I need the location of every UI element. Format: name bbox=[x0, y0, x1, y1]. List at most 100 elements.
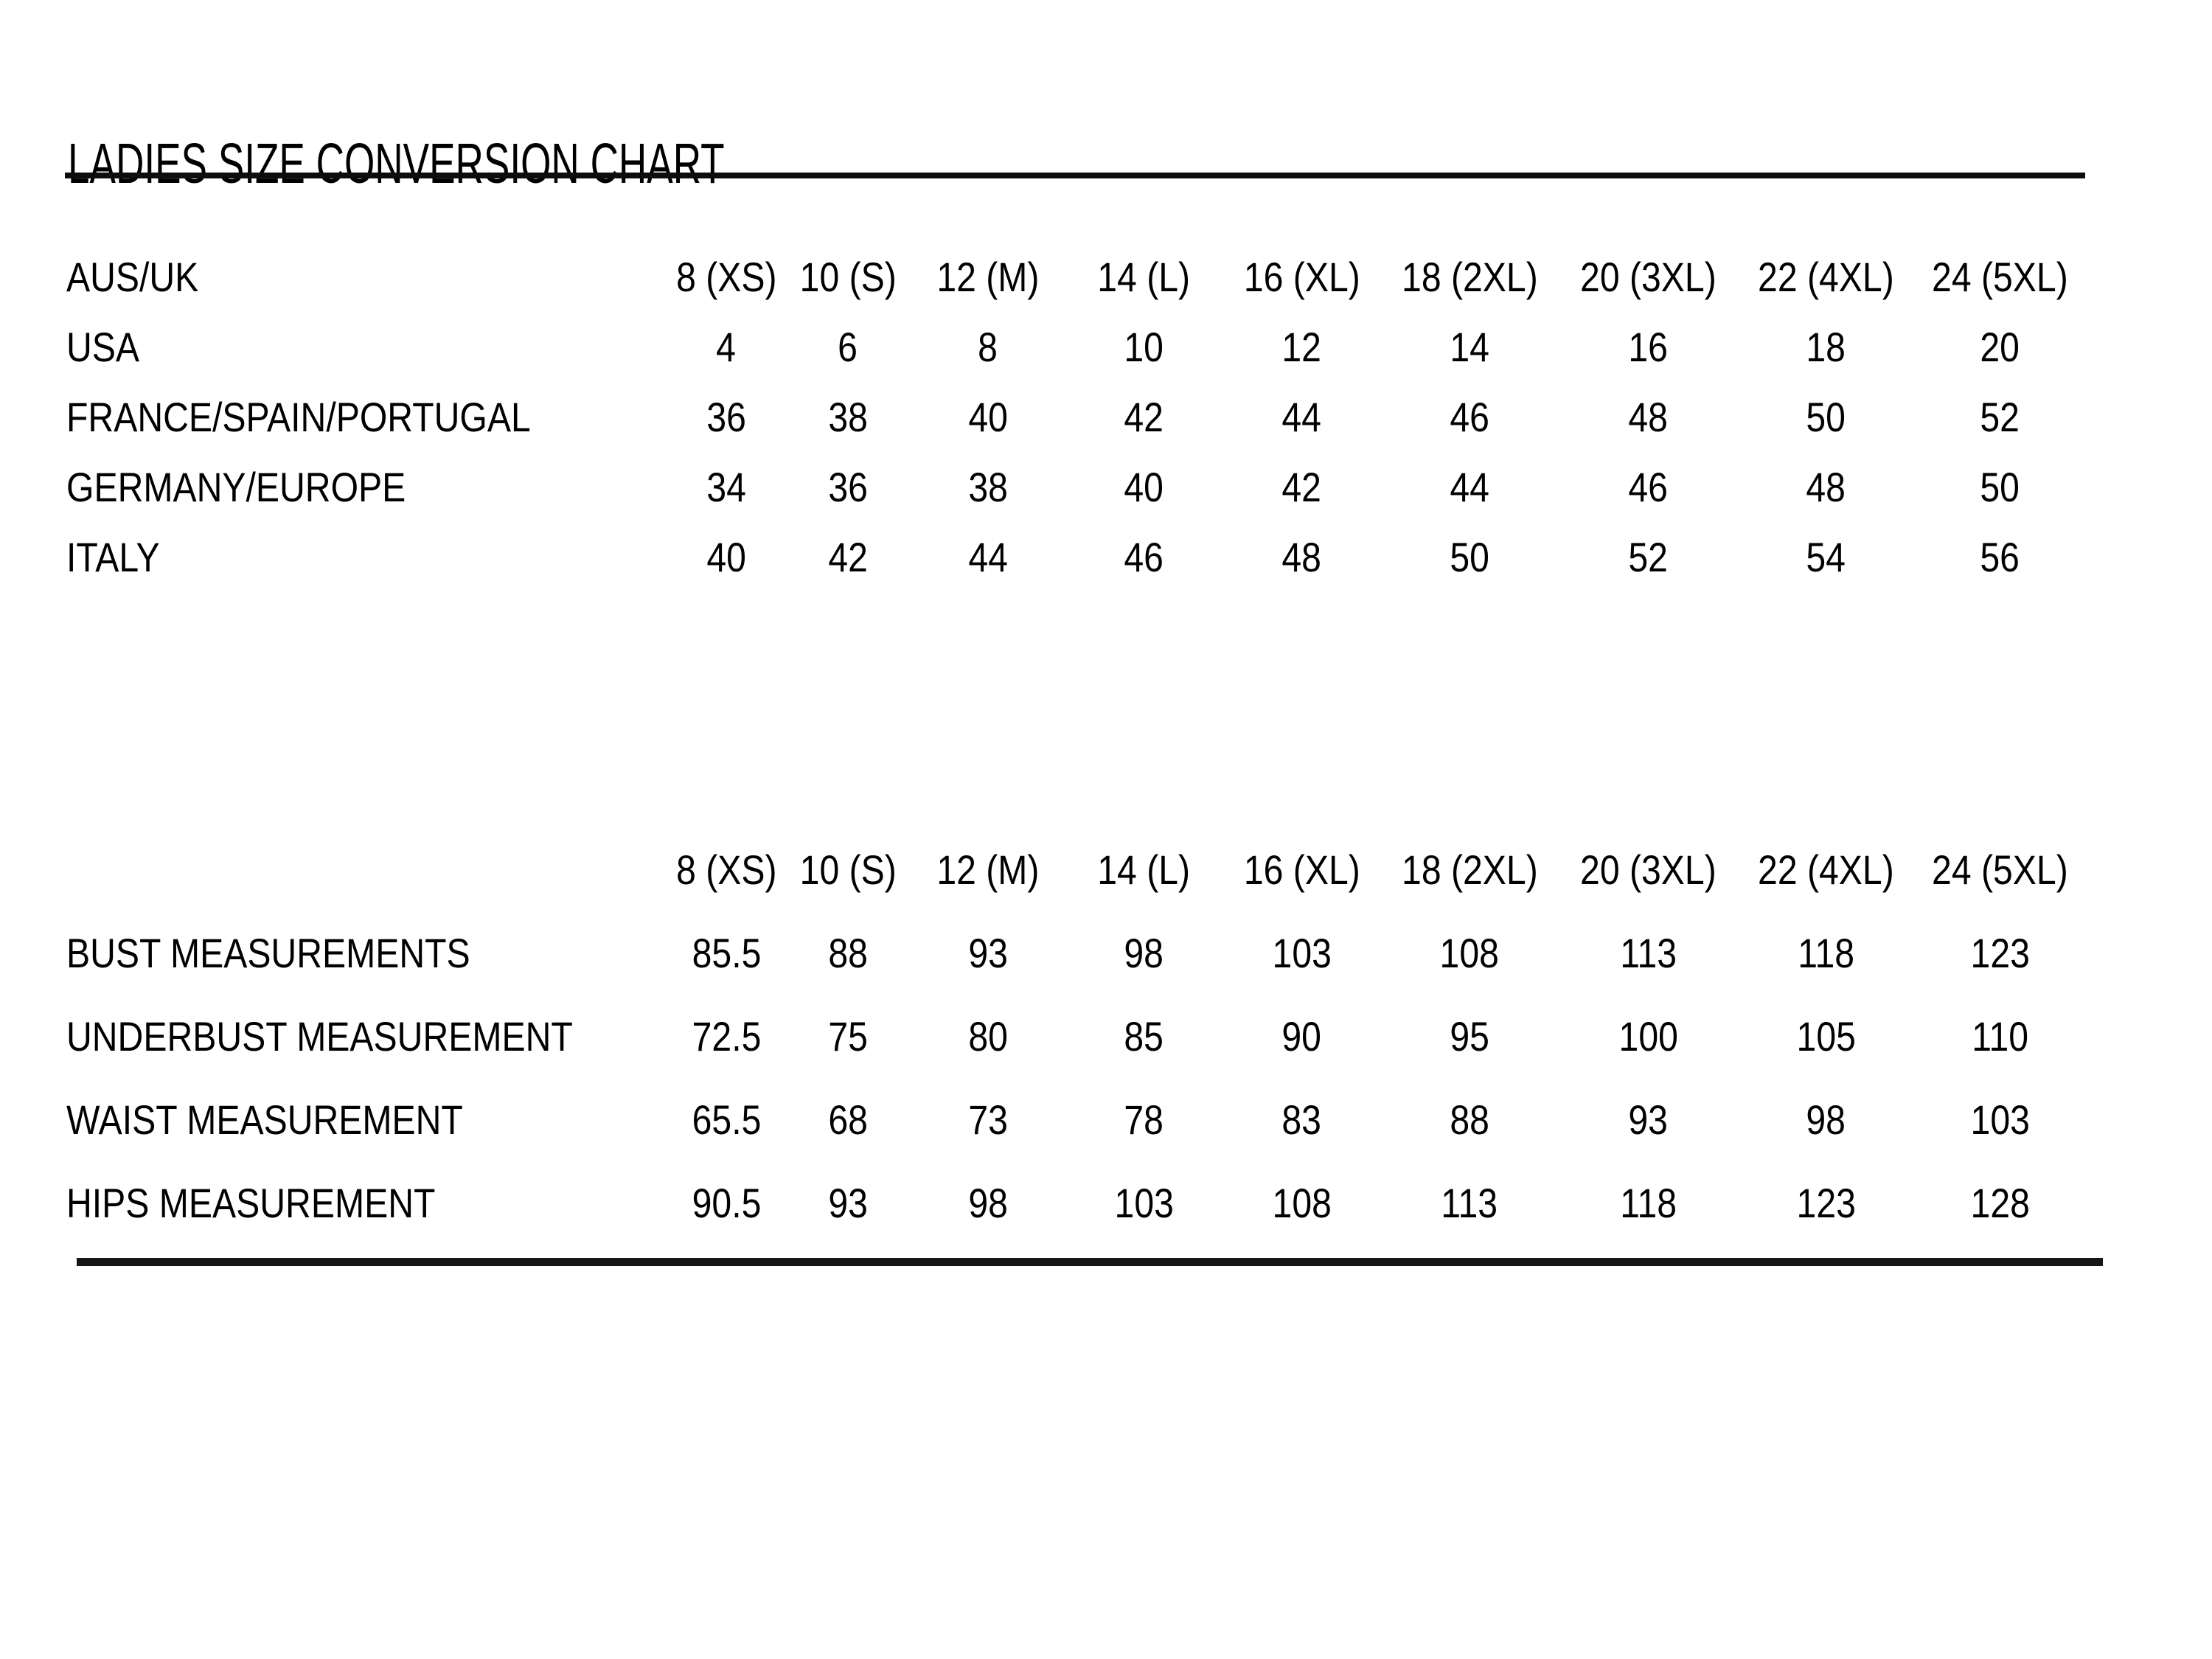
row-label-cell: GERMANY/EUROPE bbox=[66, 452, 667, 522]
size-value-cell: 14 (L) bbox=[1065, 242, 1222, 312]
size-header-cell: 18 (2XL) bbox=[1381, 828, 1558, 911]
size-value-cell: 12 (M) bbox=[911, 242, 1065, 312]
size-value-cell: 38 bbox=[785, 382, 911, 452]
size-value: 52 bbox=[1628, 533, 1669, 580]
size-header: 24 (5XL) bbox=[1932, 846, 2068, 893]
size-value-cell: 44 bbox=[911, 522, 1065, 592]
size-header: 8 (XS) bbox=[675, 846, 777, 893]
measurement-value: 110 bbox=[1972, 1012, 2028, 1060]
size-value: 44 bbox=[968, 533, 1008, 580]
size-value: 12 bbox=[1281, 323, 1322, 370]
table-row-italy: ITALY 40 42 44 46 48 50 52 54 56 bbox=[66, 522, 2087, 592]
size-value-cell: 44 bbox=[1381, 452, 1558, 522]
size-value: 42 bbox=[1281, 463, 1322, 510]
measurement-value: 90.5 bbox=[692, 1179, 761, 1226]
size-value-cell: 8 (XS) bbox=[667, 242, 785, 312]
size-header-cell: 24 (5XL) bbox=[1913, 828, 2087, 911]
row-label: AUS/UK bbox=[66, 253, 199, 300]
size-value: 50 bbox=[1806, 393, 1846, 440]
measurement-value-cell: 113 bbox=[1558, 911, 1739, 995]
size-value: 14 (L) bbox=[1097, 253, 1191, 300]
measurement-value-cell: 80 bbox=[911, 995, 1065, 1078]
size-header: 16 (XL) bbox=[1243, 846, 1360, 893]
size-value: 44 bbox=[1450, 463, 1489, 510]
measurement-value: 90 bbox=[1281, 1012, 1322, 1060]
row-label: ITALY bbox=[66, 533, 160, 580]
size-value: 18 bbox=[1806, 323, 1846, 370]
measurement-value-cell: 90 bbox=[1222, 995, 1381, 1078]
measurement-value-cell: 88 bbox=[1381, 1078, 1558, 1161]
measurement-value-cell: 103 bbox=[1065, 1161, 1222, 1245]
measurement-value: 98 bbox=[1124, 929, 1164, 976]
measurement-value: 65.5 bbox=[692, 1096, 761, 1143]
measurement-value: 100 bbox=[1618, 1012, 1678, 1060]
size-value-cell: 48 bbox=[1739, 452, 1913, 522]
measurement-value-cell: 123 bbox=[1913, 911, 2087, 995]
measurement-value: 68 bbox=[828, 1096, 868, 1143]
measurement-value-cell: 68 bbox=[785, 1078, 911, 1161]
measurement-value-cell: 123 bbox=[1739, 1161, 1913, 1245]
table-row-hips: HIPS MEASUREMENT 90.5 93 98 103 108 113 … bbox=[66, 1161, 2087, 1245]
size-header: 20 (3XL) bbox=[1580, 846, 1717, 893]
measurement-value: 118 bbox=[1620, 1179, 1677, 1226]
size-value: 46 bbox=[1628, 463, 1669, 510]
measurement-value-cell: 85.5 bbox=[667, 911, 785, 995]
table-row-bust: BUST MEASUREMENTS 85.5 88 93 98 103 108 … bbox=[66, 911, 2087, 995]
size-value: 24 (5XL) bbox=[1932, 253, 2068, 300]
size-value: 42 bbox=[1124, 393, 1164, 440]
row-label: USA bbox=[66, 323, 140, 370]
measurement-value: 93 bbox=[828, 1179, 868, 1226]
measurement-value: 123 bbox=[1970, 929, 2030, 976]
measurement-value: 95 bbox=[1450, 1012, 1489, 1060]
size-value-cell: 40 bbox=[1065, 452, 1222, 522]
size-value: 34 bbox=[706, 463, 746, 510]
size-value: 46 bbox=[1124, 533, 1164, 580]
size-header-cell: 16 (XL) bbox=[1222, 828, 1381, 911]
size-header: 14 (L) bbox=[1097, 846, 1191, 893]
measurement-value-cell: 85 bbox=[1065, 995, 1222, 1078]
size-value: 36 bbox=[828, 463, 868, 510]
size-value-cell: 48 bbox=[1558, 382, 1739, 452]
size-header-cell: 10 (S) bbox=[785, 828, 911, 911]
measurement-value: 118 bbox=[1798, 929, 1854, 976]
size-value: 10 (S) bbox=[799, 253, 897, 300]
size-header-cell: 22 (4XL) bbox=[1739, 828, 1913, 911]
row-label-cell: FRANCE/SPAIN/PORTUGAL bbox=[66, 382, 667, 452]
size-value: 50 bbox=[1450, 533, 1489, 580]
size-value-cell: 50 bbox=[1381, 522, 1558, 592]
measurement-value: 98 bbox=[1806, 1096, 1846, 1143]
size-value: 44 bbox=[1281, 393, 1322, 440]
size-value: 40 bbox=[968, 393, 1008, 440]
measurement-value: 113 bbox=[1441, 1179, 1498, 1226]
measurement-value-cell: 118 bbox=[1558, 1161, 1739, 1245]
measurement-value-cell: 90.5 bbox=[667, 1161, 785, 1245]
measurement-value: 128 bbox=[1970, 1179, 2030, 1226]
size-value-cell: 48 bbox=[1222, 522, 1381, 592]
measurement-value: 83 bbox=[1281, 1096, 1322, 1143]
row-label: BUST MEASUREMENTS bbox=[66, 929, 470, 976]
size-value-cell: 46 bbox=[1381, 382, 1558, 452]
size-value: 40 bbox=[706, 533, 746, 580]
size-value-cell: 44 bbox=[1222, 382, 1381, 452]
size-value-cell: 42 bbox=[1222, 452, 1381, 522]
row-label-cell: ITALY bbox=[66, 522, 667, 592]
size-value-cell: 34 bbox=[667, 452, 785, 522]
measurement-value-cell: 98 bbox=[1065, 911, 1222, 995]
measurement-value-cell: 100 bbox=[1558, 995, 1739, 1078]
size-value: 8 bbox=[978, 323, 998, 370]
measurement-value-cell: 73 bbox=[911, 1078, 1065, 1161]
measurement-value-cell: 65.5 bbox=[667, 1078, 785, 1161]
size-value: 22 (4XL) bbox=[1758, 253, 1894, 300]
size-value: 12 (M) bbox=[936, 253, 1040, 300]
measurement-value-cell: 95 bbox=[1381, 995, 1558, 1078]
measurement-value: 105 bbox=[1796, 1012, 1856, 1060]
size-value-cell: 50 bbox=[1913, 452, 2087, 522]
size-value-cell: 16 (XL) bbox=[1222, 242, 1381, 312]
size-value: 38 bbox=[968, 463, 1008, 510]
row-label: WAIST MEASUREMENT bbox=[66, 1096, 463, 1143]
size-value: 48 bbox=[1806, 463, 1846, 510]
size-value: 16 bbox=[1628, 323, 1669, 370]
size-header: 18 (2XL) bbox=[1401, 846, 1538, 893]
measurement-value: 108 bbox=[1272, 1179, 1332, 1226]
